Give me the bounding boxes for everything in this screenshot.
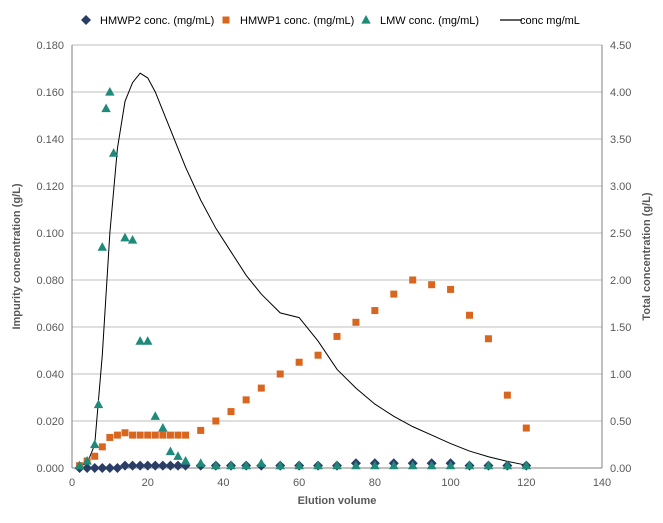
legend-item-lmw: LMW conc. (mg/mL) <box>361 15 479 27</box>
legend-item-hmwp1: HMWP1 conc. (mg/mL) <box>223 15 355 27</box>
svg-text:20: 20 <box>142 477 154 489</box>
svg-text:1.00: 1.00 <box>610 369 631 381</box>
legend: HMWP2 conc. (mg/mL) HMWP1 conc. (mg/mL) LM… <box>81 15 580 27</box>
svg-text:4.50: 4.50 <box>610 40 631 52</box>
svg-text:conc mg/mL: conc mg/mL <box>520 15 580 27</box>
gridlines <box>72 45 602 468</box>
series <box>75 73 532 473</box>
svg-text:0.160: 0.160 <box>36 87 64 99</box>
svg-text:HMWP1 conc. (mg/mL): HMWP1 conc. (mg/mL) <box>240 15 354 27</box>
svg-text:120: 120 <box>517 477 535 489</box>
svg-text:3.00: 3.00 <box>610 181 631 193</box>
svg-text:2.00: 2.00 <box>610 275 631 287</box>
svg-text:0.50: 0.50 <box>610 416 631 428</box>
svg-text:100: 100 <box>441 477 459 489</box>
svg-text:3.50: 3.50 <box>610 134 631 146</box>
svg-text:0.100: 0.100 <box>36 228 64 240</box>
svg-text:0.060: 0.060 <box>36 322 64 334</box>
series-hmwp1 <box>76 277 530 470</box>
svg-text:HMWP2 conc. (mg/mL): HMWP2 conc. (mg/mL) <box>100 15 214 27</box>
svg-text:0.140: 0.140 <box>36 134 64 146</box>
svg-text:4.00: 4.00 <box>610 87 631 99</box>
svg-text:0.000: 0.000 <box>36 463 64 475</box>
svg-text:40: 40 <box>217 477 229 489</box>
series-conc <box>80 73 527 466</box>
svg-text:0: 0 <box>69 477 75 489</box>
y1-ticks: 0.000 0.020 0.040 0.060 0.080 0.100 0.120 0.140… <box>36 40 72 475</box>
svg-text:0.040: 0.040 <box>36 369 64 381</box>
svg-text:0.180: 0.180 <box>36 40 64 52</box>
series-hmwp2 <box>75 458 532 473</box>
series-lmw <box>75 87 531 469</box>
legend-item-hmwp2: HMWP2 conc. (mg/mL) <box>81 15 214 27</box>
svg-text:140: 140 <box>593 477 611 489</box>
svg-text:0.00: 0.00 <box>610 463 631 475</box>
y2-axis-label: Total concentration (g/L) <box>641 192 653 320</box>
svg-text:80: 80 <box>369 477 381 489</box>
y1-axis-label: Impurity concentration (g/L) <box>11 183 23 329</box>
x-axis-label: Elution volume <box>298 495 377 507</box>
elution-chart: 0.0000.0200.0400.0600.0800.1000.1200.140… <box>0 0 663 523</box>
svg-text:0.120: 0.120 <box>36 181 64 193</box>
axes <box>72 45 602 468</box>
svg-text:2.50: 2.50 <box>610 228 631 240</box>
svg-text:0.020: 0.020 <box>36 416 64 428</box>
legend-item-conc: conc mg/mL <box>500 15 580 27</box>
x-ticks: 0 20 40 60 80 100 120 140 <box>69 468 611 489</box>
svg-text:LMW conc. (mg/mL): LMW conc. (mg/mL) <box>380 15 479 27</box>
svg-text:60: 60 <box>293 477 305 489</box>
svg-text:0.080: 0.080 <box>36 275 64 287</box>
svg-text:1.50: 1.50 <box>610 322 631 334</box>
y2-ticks: 0.00 0.50 1.00 1.50 2.00 2.50 3.00 3.50 4.00 4.50 <box>602 40 631 475</box>
